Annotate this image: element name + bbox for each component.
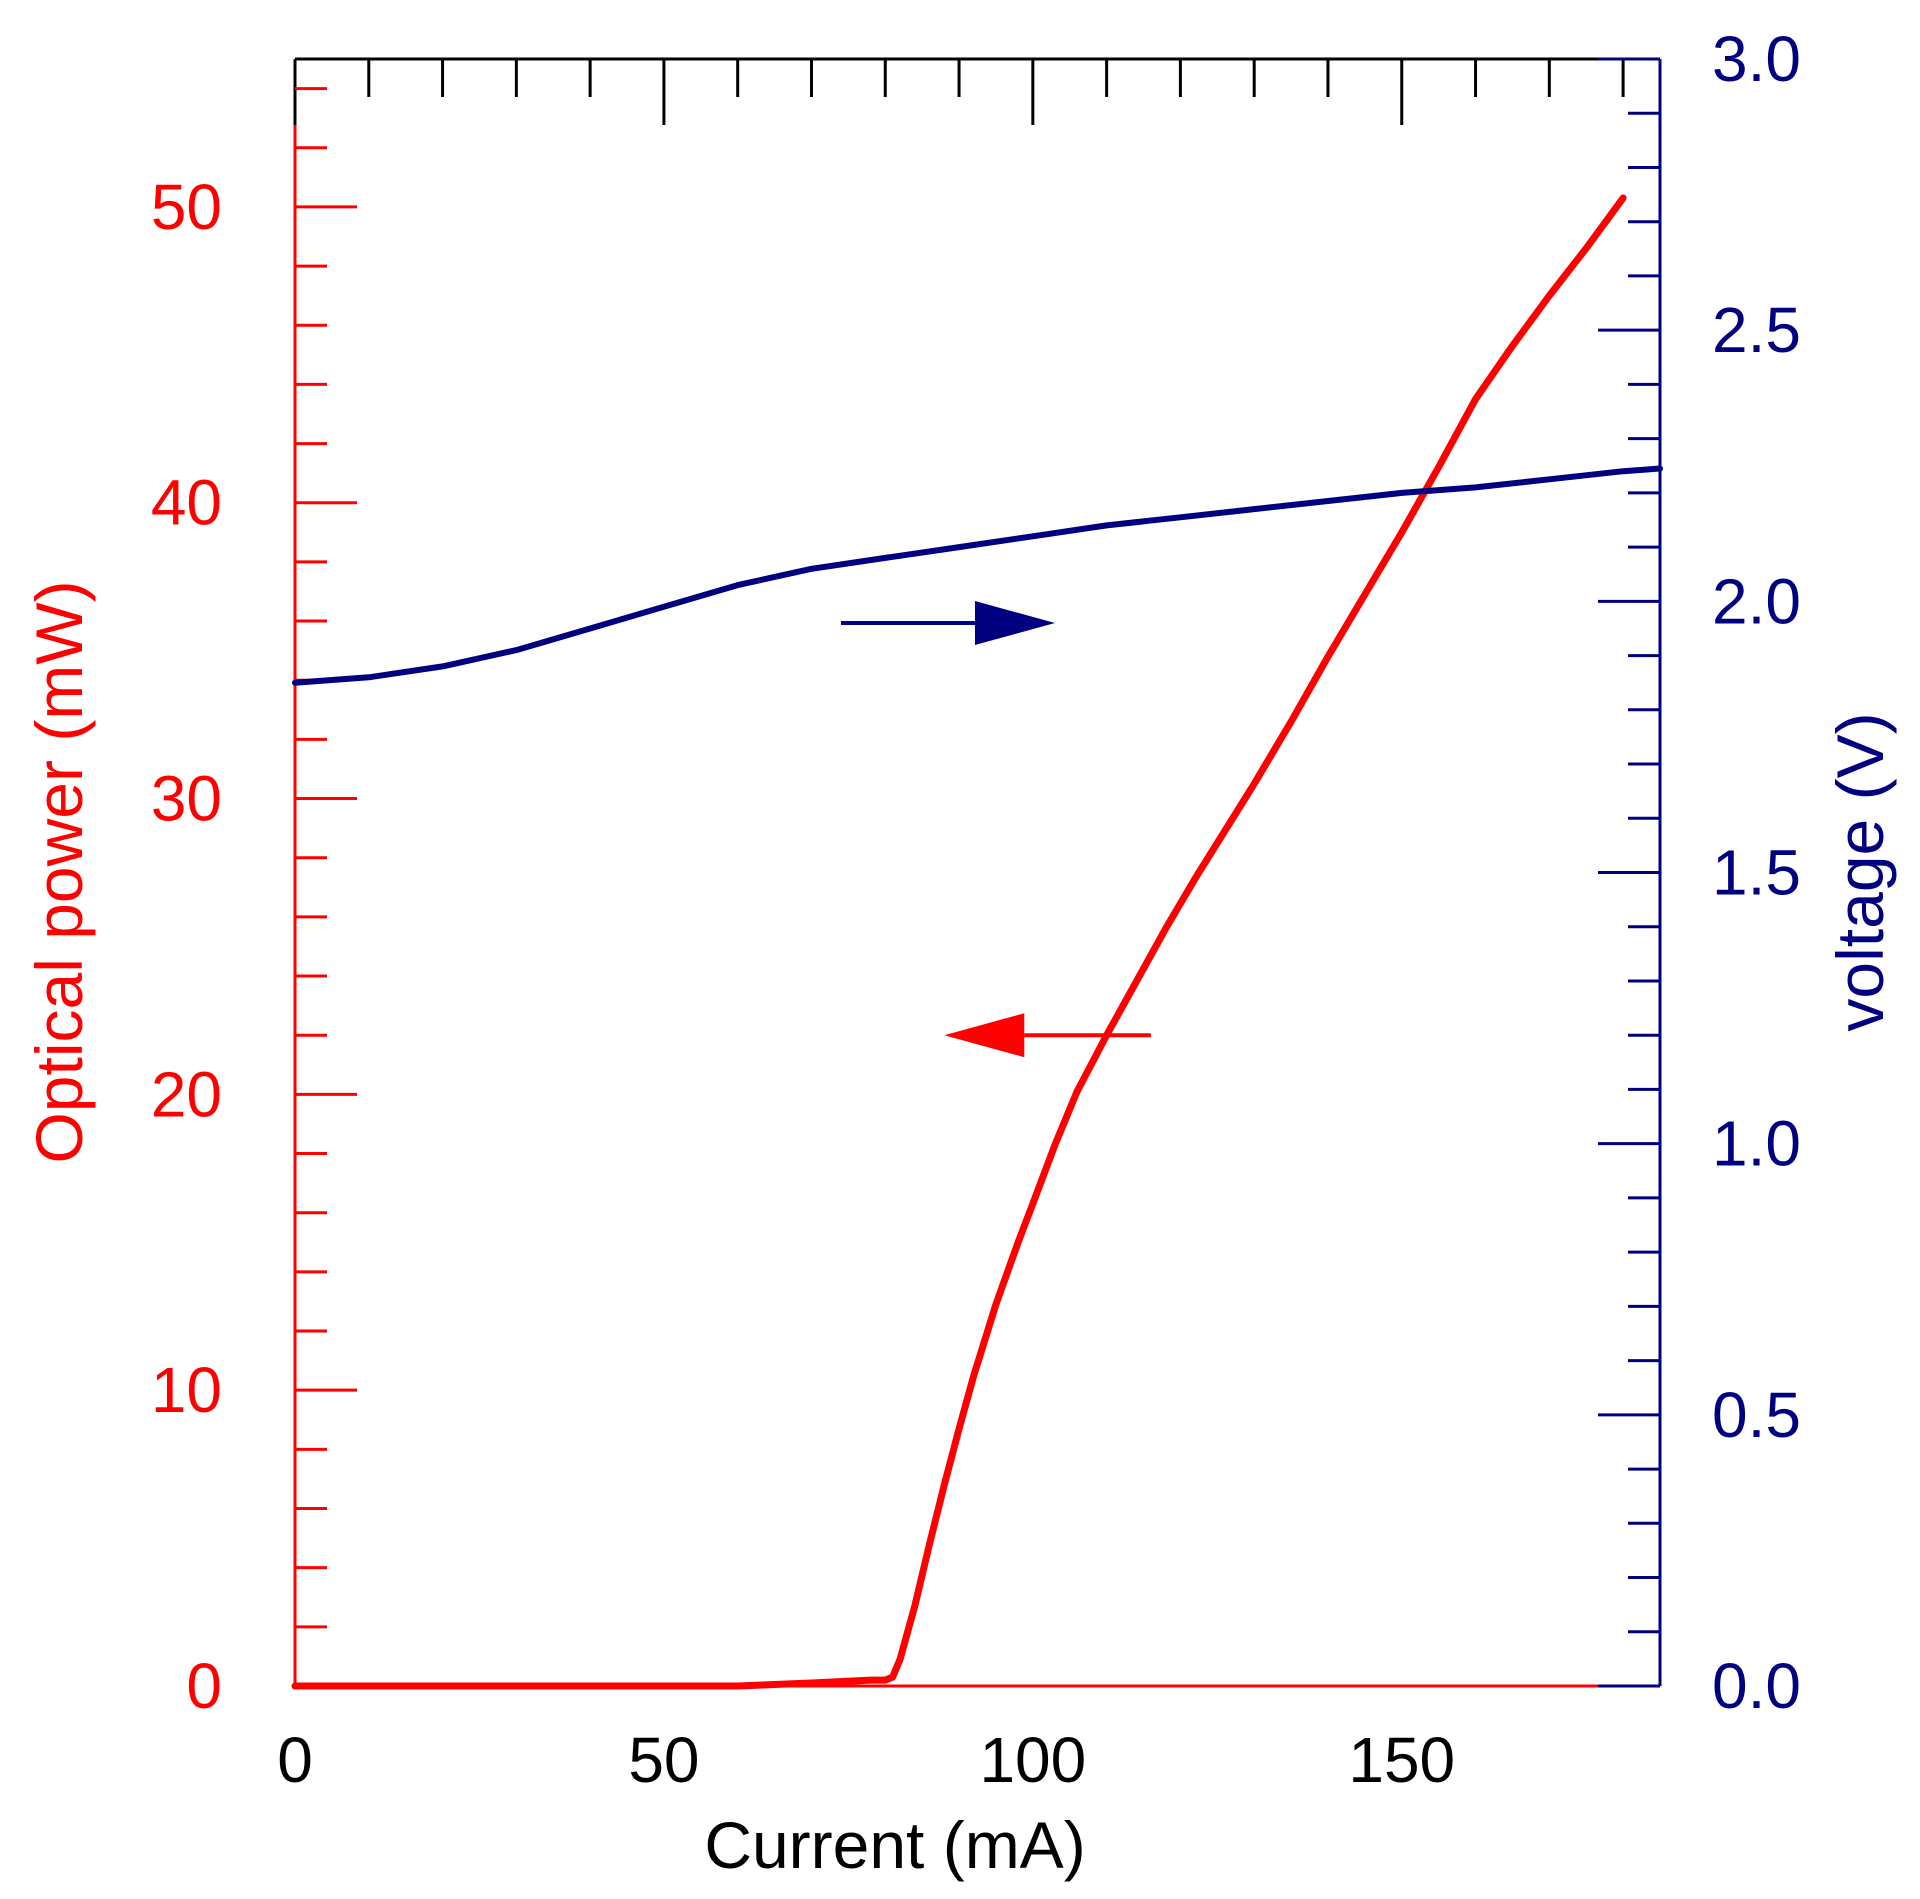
left-y-tick-label: 40 — [151, 467, 222, 539]
optical-power-line — [291, 194, 1627, 1690]
right-y-tick-label: 1.0 — [1712, 1108, 1801, 1180]
right-y-tick-label: 2.5 — [1712, 294, 1801, 366]
right-y-tick-label: 0.0 — [1712, 1650, 1801, 1722]
x-tick-label: 50 — [628, 1724, 699, 1796]
left-y-tick-label: 10 — [151, 1354, 222, 1426]
left-y-tick-label: 0 — [186, 1650, 222, 1722]
x-tick-label: 0 — [277, 1724, 313, 1796]
right-y-axis-title: voltage (V) — [1823, 712, 1897, 1031]
right-y-tick-label: 0.5 — [1712, 1379, 1801, 1451]
right-arrow-icon — [974, 601, 1055, 646]
left-y-tick-label: 30 — [151, 763, 222, 835]
left-y-tick-label: 50 — [151, 171, 222, 243]
x-tick-label: 100 — [979, 1724, 1086, 1796]
x-axis-title: Current (mA) — [704, 1808, 1085, 1882]
left-y-tick-label: 20 — [151, 1058, 222, 1130]
right-y-tick-label: 2.0 — [1712, 565, 1801, 637]
right-y-tick-label: 1.5 — [1712, 837, 1801, 909]
x-tick-label: 150 — [1348, 1724, 1455, 1796]
left-arrow-icon — [944, 1013, 1025, 1058]
voltage-line — [292, 465, 1663, 686]
left-y-axis-title: Optical power (mW) — [22, 580, 96, 1163]
right-y-tick-label: 3.0 — [1712, 23, 1801, 95]
